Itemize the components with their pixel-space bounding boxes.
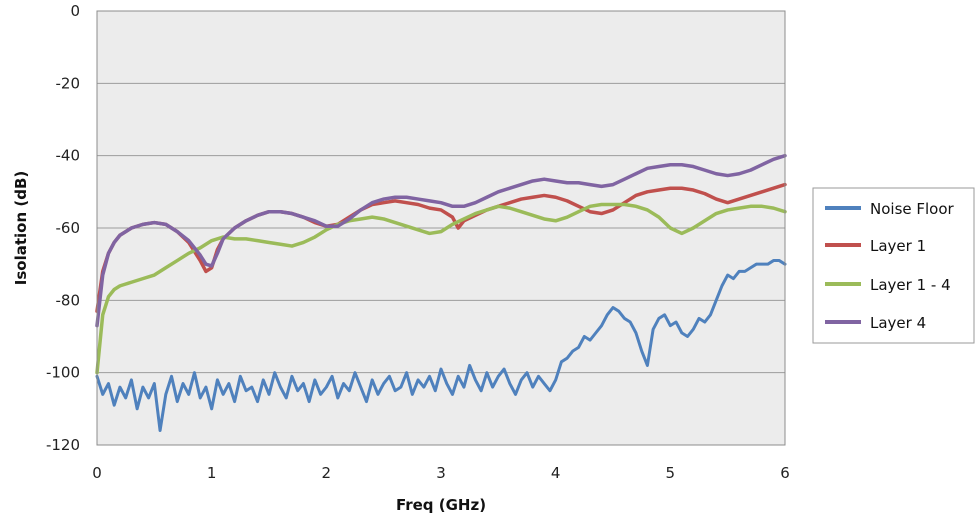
legend-label-layer-4: Layer 4	[870, 314, 926, 332]
y-axis-title: Isolation (dB)	[12, 171, 30, 285]
legend-item-layer-1-4: Layer 1 - 4	[825, 276, 951, 294]
y-tick-label: -40	[56, 147, 81, 165]
x-axis-title: Freq (GHz)	[396, 496, 486, 514]
y-tick-label: -120	[46, 436, 80, 454]
y-tick-label: -60	[56, 219, 81, 237]
x-tick-label: 6	[780, 464, 790, 482]
plot-frame	[96, 10, 786, 446]
x-axis-ticks: 0 1 2 3 4 5 6	[92, 464, 790, 482]
x-tick-label: 1	[207, 464, 217, 482]
series-lines	[95, 153, 787, 433]
plot-area	[95, 10, 787, 446]
x-tick-label: 4	[551, 464, 561, 482]
legend-label-noise-floor: Noise Floor	[870, 200, 955, 218]
x-tick-label: 3	[436, 464, 446, 482]
series-line-layer-1-4	[95, 202, 787, 375]
x-tick-label: 5	[666, 464, 676, 482]
legend-item-layer-1: Layer 1	[825, 237, 926, 255]
legend-item-layer-4: Layer 4	[825, 314, 926, 332]
x-tick-label: 0	[92, 464, 102, 482]
y-axis-ticks: 0 -20 -40 -60 -80 -100 -120	[46, 2, 80, 454]
legend: Noise Floor Layer 1 Layer 1 - 4 Layer 4	[812, 187, 975, 344]
y-tick-label: -100	[46, 364, 80, 382]
legend-label-layer-1-4: Layer 1 - 4	[870, 276, 951, 294]
y-tick-label: 0	[70, 2, 80, 20]
y-tick-label: -20	[56, 74, 81, 92]
y-tick-label: -80	[56, 291, 81, 309]
series-line-layer-4	[95, 153, 787, 328]
series-line-layer-1	[95, 182, 787, 313]
x-tick-label: 2	[322, 464, 332, 482]
legend-item-noise-floor: Noise Floor	[825, 200, 955, 218]
legend-box	[812, 187, 975, 344]
legend-label-layer-1: Layer 1	[870, 237, 926, 255]
series-line-noise-floor	[95, 259, 787, 433]
